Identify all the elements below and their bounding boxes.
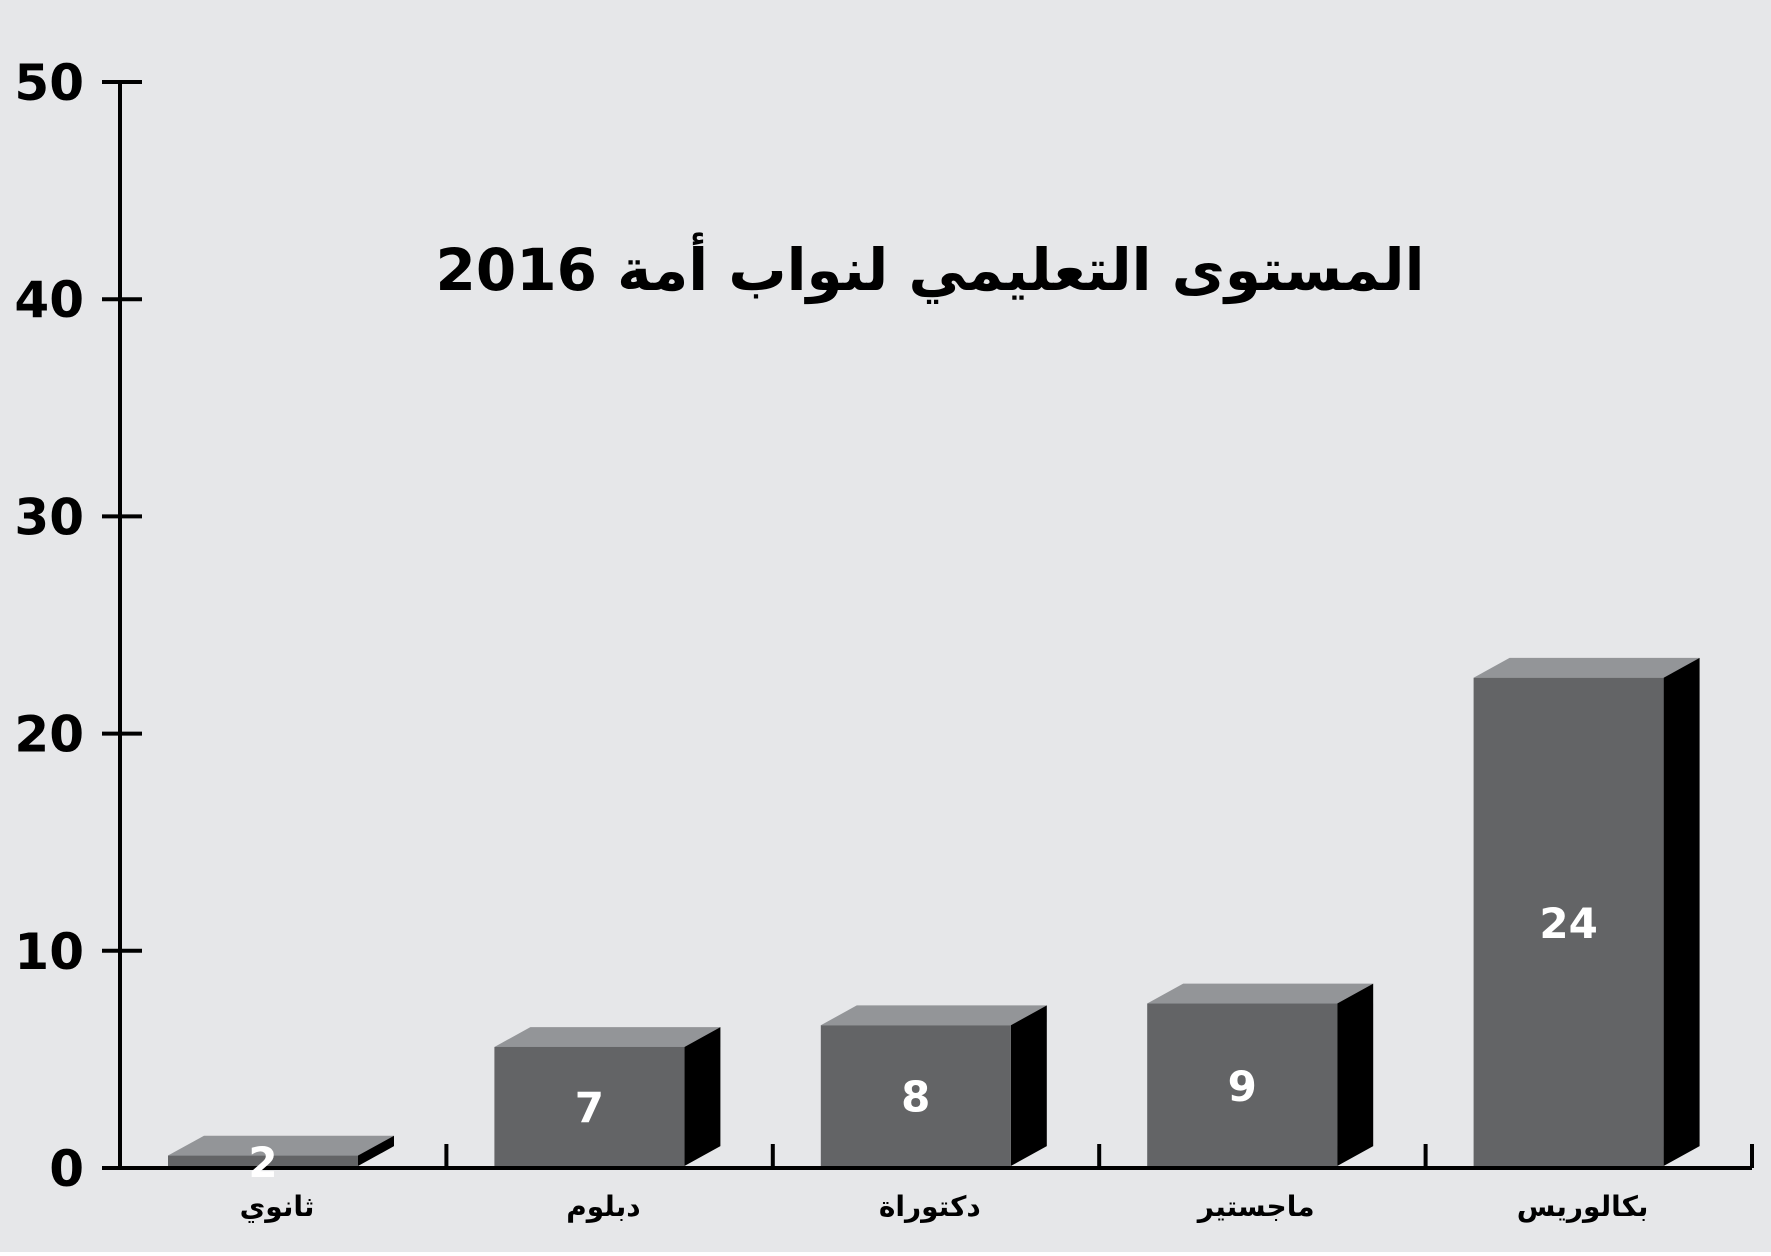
- bar: [820, 1025, 1011, 1166]
- y-tick-label: 40: [14, 271, 84, 329]
- x-tick-label: ثانوي: [240, 1190, 315, 1223]
- bar-top-face: [168, 1135, 394, 1156]
- bar: [494, 1046, 685, 1166]
- y-tick-label: 50: [14, 54, 84, 112]
- bar: [168, 1155, 358, 1166]
- bar-value-label: 2: [248, 1138, 277, 1187]
- x-tick-label: ماجستير: [1196, 1190, 1315, 1223]
- bar: [1473, 677, 1664, 1166]
- bar-value-label: 24: [1539, 899, 1597, 948]
- y-tick-label: 30: [14, 488, 84, 546]
- x-tick-label: دكتوراة: [879, 1190, 981, 1223]
- y-tick-label: 20: [14, 706, 84, 764]
- bar-side-face: [1337, 983, 1374, 1166]
- x-tick-label: دبلوم: [566, 1190, 640, 1223]
- bar-side-face: [358, 1135, 394, 1166]
- bar-top-face: [820, 1005, 1047, 1026]
- bar-top-face: [494, 1027, 721, 1047]
- bar-top-face: [1147, 983, 1374, 1004]
- y-tick-label: 10: [14, 923, 84, 981]
- bar-value-label: 8: [901, 1073, 930, 1122]
- bars: [168, 657, 1700, 1166]
- bar-side-face: [1663, 657, 1700, 1166]
- bar-side-face: [1010, 1005, 1047, 1166]
- x-tick-label: بكالوريس: [1517, 1190, 1649, 1223]
- bar-value-label: 9: [1228, 1062, 1257, 1111]
- bar: [1147, 1003, 1338, 1166]
- chart-title: المستوى التعليمي لنواب أمة 2016: [436, 232, 1425, 305]
- bar-value-label: 7: [575, 1083, 604, 1132]
- axes: [102, 80, 1754, 1170]
- y-tick-label: 0: [49, 1140, 84, 1198]
- bar-top-face: [1473, 657, 1700, 678]
- bar-side-face: [684, 1027, 721, 1166]
